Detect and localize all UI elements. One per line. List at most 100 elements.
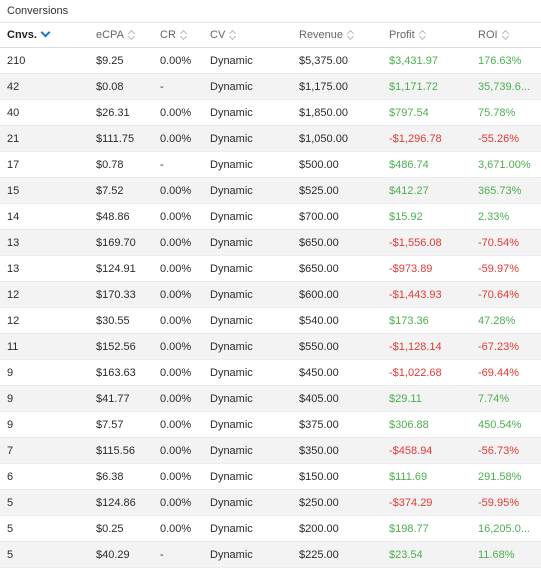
- cell-cv: Dynamic: [203, 177, 292, 204]
- cell-cv: Dynamic: [203, 541, 292, 568]
- table-row[interactable]: 9 $7.57 0.00% Dynamic $375.00 $306.88 450.54%: [0, 411, 541, 438]
- cell-profit: -$374.29: [382, 489, 471, 516]
- column-header-profit[interactable]: Profit: [382, 23, 471, 48]
- table-row[interactable]: 5 $0.25 0.00% Dynamic $200.00 $198.77 16,205.0…: [0, 515, 541, 542]
- cell-cnvs: 210: [0, 47, 89, 74]
- column-label: ROI: [478, 28, 498, 41]
- table-row[interactable]: 9 $163.63 0.00% Dynamic $450.00 -$1,022.68 -69…: [0, 359, 541, 386]
- table-row[interactable]: 11 $152.56 0.00% Dynamic $550.00 -$1,128.14 -6…: [0, 333, 541, 360]
- cell-profit: -$1,022.68: [382, 359, 471, 386]
- column-header-ecpa[interactable]: eCPA: [89, 23, 153, 48]
- cell-ecpa: $169.70: [89, 229, 153, 256]
- cell-cnvs: 5: [0, 489, 89, 516]
- cell-roi: 11.68%: [471, 541, 541, 568]
- table-row[interactable]: 42 $0.08- Dynamic $1,175.00 $1,171.72 35,739.…: [0, 73, 541, 100]
- table-row[interactable]: 13 $124.91 0.00% Dynamic $650.00 -$973.89 -59.…: [0, 255, 541, 282]
- cell-revenue: $525.00: [292, 177, 382, 204]
- cell-roi: 291.58%: [471, 463, 541, 490]
- cell-cr: 0.00%: [153, 307, 203, 334]
- cell-cnvs: 40: [0, 99, 89, 126]
- cell-profit: $486.74: [382, 151, 471, 178]
- table-row[interactable]: 12 $30.55 0.00% Dynamic $540.00 $173.36 47.28%: [0, 307, 541, 334]
- cell-profit: -$1,443.93: [382, 281, 471, 308]
- cell-revenue: $650.00: [292, 229, 382, 256]
- cell-ecpa: $7.57: [89, 411, 153, 438]
- cell-cv: Dynamic: [203, 255, 292, 282]
- cell-cnvs: 11: [0, 333, 89, 360]
- cell-cnvs: 12: [0, 281, 89, 308]
- column-header-cv[interactable]: CV: [203, 23, 292, 48]
- cell-ecpa: $26.31: [89, 99, 153, 126]
- cell-roi: 75.78%: [471, 99, 541, 126]
- cell-revenue: $5,375.00: [292, 47, 382, 74]
- cell-roi: 176.63%: [471, 47, 541, 74]
- cell-roi: 365.73%: [471, 177, 541, 204]
- column-header-revenue[interactable]: Revenue: [292, 23, 382, 48]
- cell-revenue: $150.00: [292, 463, 382, 490]
- cell-profit: $412.27: [382, 177, 471, 204]
- cell-profit: -$1,296.78: [382, 125, 471, 152]
- table-row[interactable]: 210 $9.25 0.00% Dynamic $5,375.00 $3,431.97 17…: [0, 47, 541, 74]
- cell-profit: -$1,556.08: [382, 229, 471, 256]
- cell-cv: Dynamic: [203, 203, 292, 230]
- table-row[interactable]: 15 $7.52 0.00% Dynamic $525.00 $412.27 365.73%: [0, 177, 541, 204]
- column-label: Revenue: [299, 28, 344, 41]
- table-header-row: Cnvs. eCPA CR CV Revenue Profit ROI: [0, 23, 541, 48]
- table-row[interactable]: 17 $0.78- Dynamic $500.00 $486.74 3,671.00%: [0, 151, 541, 178]
- cell-cr: -: [153, 541, 203, 568]
- cell-cnvs: 14: [0, 203, 89, 230]
- cell-cr: -: [153, 73, 203, 100]
- cell-cr: 0.00%: [153, 437, 203, 464]
- cell-revenue: $200.00: [292, 515, 382, 542]
- cell-cnvs: 17: [0, 151, 89, 178]
- chevron-down-icon: [40, 27, 51, 38]
- table-row[interactable]: 40 $26.31 0.00% Dynamic $1,850.00 $797.54 75.7…: [0, 99, 541, 126]
- cell-cr: 0.00%: [153, 203, 203, 230]
- sort-icon: [180, 29, 188, 41]
- cell-cv: Dynamic: [203, 359, 292, 386]
- table-row[interactable]: 13 $169.70 0.00% Dynamic $650.00 -$1,556.08 -7…: [0, 229, 541, 256]
- table-row[interactable]: 14 $48.86 0.00% Dynamic $700.00 $15.92 2.33%: [0, 203, 541, 230]
- cell-ecpa: $30.55: [89, 307, 153, 334]
- cell-roi: -59.97%: [471, 255, 541, 282]
- cell-cr: 0.00%: [153, 281, 203, 308]
- cell-cv: Dynamic: [203, 411, 292, 438]
- cell-cnvs: 42: [0, 73, 89, 100]
- cell-revenue: $540.00: [292, 307, 382, 334]
- cell-cv: Dynamic: [203, 281, 292, 308]
- cell-profit: $23.54: [382, 541, 471, 568]
- cell-cv: Dynamic: [203, 515, 292, 542]
- cell-roi: 16,205.0...: [471, 515, 541, 542]
- cell-cnvs: 13: [0, 255, 89, 282]
- cell-revenue: $500.00: [292, 151, 382, 178]
- column-header-cnvs[interactable]: Cnvs.: [0, 23, 89, 48]
- cell-cv: Dynamic: [203, 437, 292, 464]
- table-row[interactable]: 21 $111.75 0.00% Dynamic $1,050.00 -$1,296.78…: [0, 125, 541, 152]
- table-row[interactable]: 5 $124.86 0.00% Dynamic $250.00 -$374.29 -59.9…: [0, 489, 541, 516]
- table-row[interactable]: 6 $6.38 0.00% Dynamic $150.00 $111.69 291.58%: [0, 463, 541, 490]
- sort-icon: [229, 29, 237, 41]
- cell-revenue: $250.00: [292, 489, 382, 516]
- cell-ecpa: $124.86: [89, 489, 153, 516]
- column-header-roi[interactable]: ROI: [471, 23, 541, 48]
- cell-profit: $111.69: [382, 463, 471, 490]
- table-body: 210 $9.25 0.00% Dynamic $5,375.00 $3,431.97 17…: [0, 47, 541, 568]
- cell-cv: Dynamic: [203, 125, 292, 152]
- cell-cr: -: [153, 151, 203, 178]
- table-row[interactable]: 9 $41.77 0.00% Dynamic $405.00 $29.11 7.74%: [0, 385, 541, 412]
- table-row[interactable]: 5 $40.29- Dynamic $225.00 $23.54 11.68%: [0, 541, 541, 568]
- cell-roi: -70.54%: [471, 229, 541, 256]
- sort-icon: [128, 29, 136, 41]
- table-row[interactable]: 12 $170.33 0.00% Dynamic $600.00 -$1,443.93 -7…: [0, 281, 541, 308]
- cell-cv: Dynamic: [203, 463, 292, 490]
- cell-cv: Dynamic: [203, 333, 292, 360]
- table-row[interactable]: 7 $115.56 0.00% Dynamic $350.00 -$458.94 -56.7…: [0, 437, 541, 464]
- cell-ecpa: $115.56: [89, 437, 153, 464]
- column-header-cr[interactable]: CR: [153, 23, 203, 48]
- cell-revenue: $600.00: [292, 281, 382, 308]
- column-label: CR: [160, 28, 176, 41]
- cell-ecpa: $6.38: [89, 463, 153, 490]
- cell-ecpa: $0.78: [89, 151, 153, 178]
- cell-roi: 450.54%: [471, 411, 541, 438]
- sort-icon: [502, 29, 510, 41]
